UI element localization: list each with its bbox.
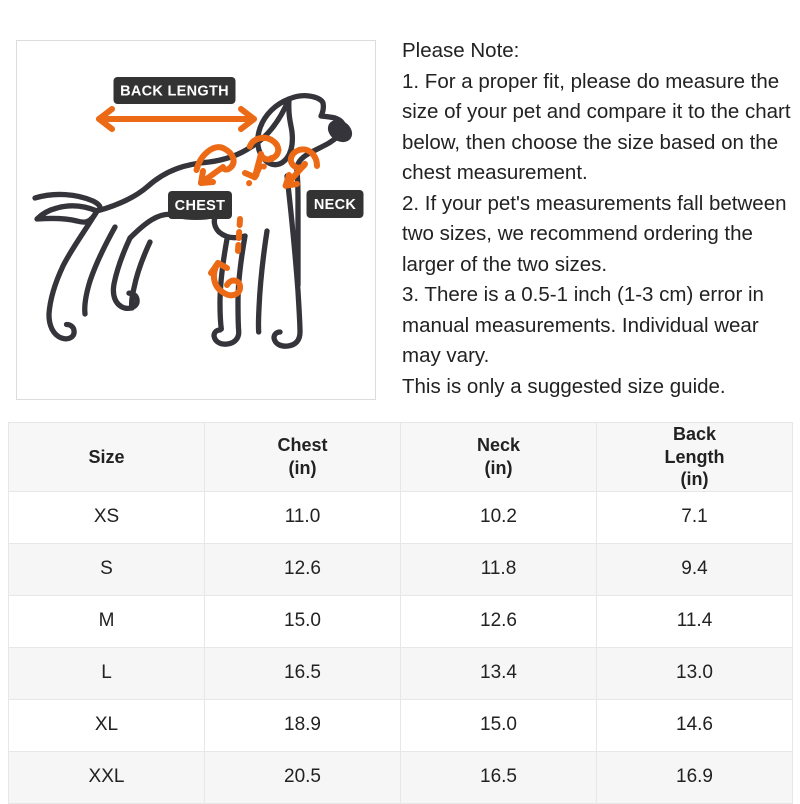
svg-text:NECK: NECK [314, 197, 357, 213]
svg-text:BACK LENGTH: BACK LENGTH [120, 84, 229, 100]
svg-text:CHEST: CHEST [175, 198, 226, 214]
